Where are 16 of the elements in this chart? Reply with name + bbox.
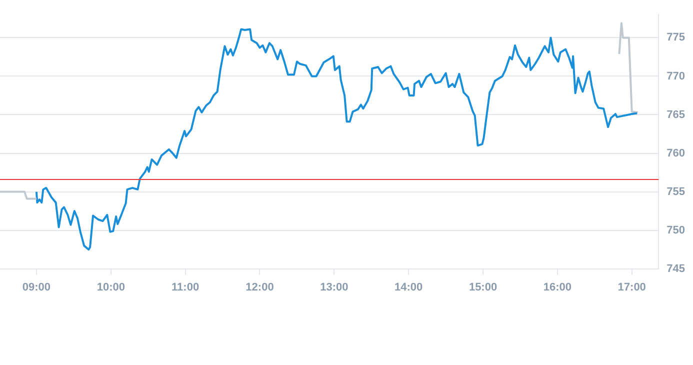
x-tick-label: 10:00 bbox=[96, 281, 125, 294]
x-tick-label: 16:00 bbox=[543, 281, 572, 294]
y-tick-label: 775 bbox=[666, 32, 686, 44]
y-tick-label: 765 bbox=[666, 108, 686, 121]
x-tick-label: 17:00 bbox=[618, 281, 646, 294]
y-tick-label: 745 bbox=[666, 262, 686, 275]
y-tick-label: 770 bbox=[666, 70, 686, 82]
x-tick-label: 12:00 bbox=[246, 281, 274, 294]
y-tick-label: 760 bbox=[666, 147, 686, 160]
x-tick-label: 11:00 bbox=[172, 281, 200, 294]
y-tick-label: 750 bbox=[666, 224, 686, 236]
x-tick-label: 15:00 bbox=[468, 281, 498, 294]
y-tick-label: 755 bbox=[666, 186, 686, 198]
x-tick-label: 13:00 bbox=[320, 281, 348, 294]
x-tick-label: 09:00 bbox=[22, 281, 51, 294]
x-tick-label: 14:00 bbox=[394, 281, 423, 294]
